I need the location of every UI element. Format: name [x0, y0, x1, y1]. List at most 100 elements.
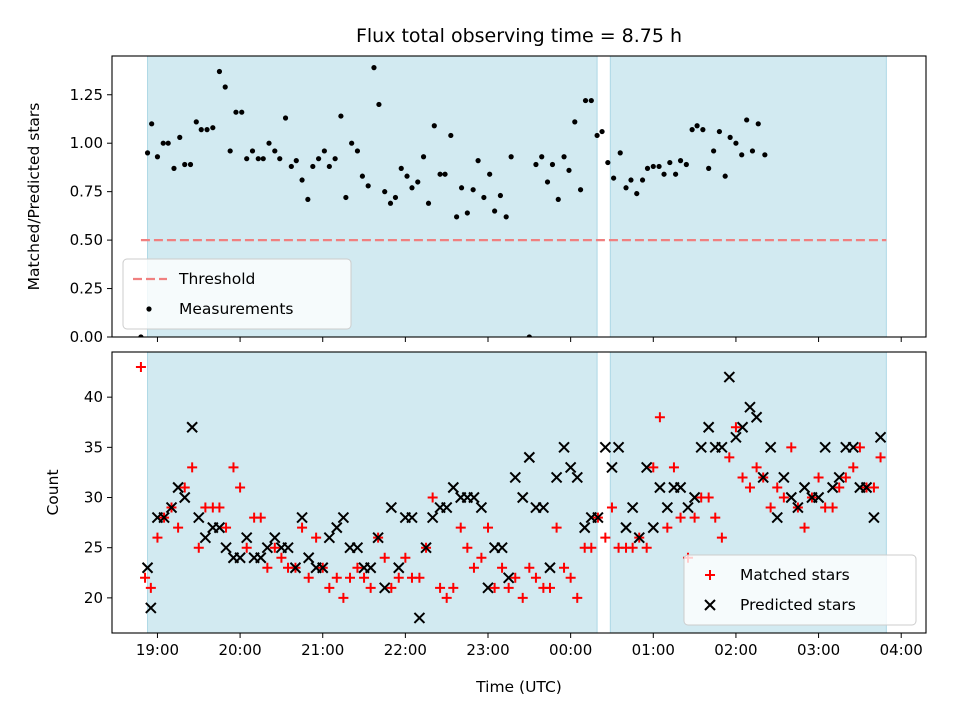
- x-tick-label: 03:00: [797, 641, 840, 659]
- predicted-stars-point: [833, 471, 845, 484]
- measurement-point: [343, 194, 349, 201]
- predicted-stars-point: [558, 441, 570, 454]
- measurement-point: [594, 132, 600, 139]
- matched-stars-point: [462, 542, 473, 553]
- predicted-stars-point: [379, 582, 391, 594]
- measurement-point: [497, 192, 504, 199]
- x-axis-label: Time (UTC): [475, 678, 562, 696]
- y-axis-label: Matched/Predicted stars: [25, 103, 43, 291]
- top-panel-ratio: 0.00 0.25 0.50 0.75 1.00 1.25 Matched/Predicte…: [25, 55, 927, 346]
- y-tick-label: 1.25: [70, 86, 103, 104]
- predicted-stars-point: [385, 501, 398, 514]
- measurement-point: [481, 194, 487, 201]
- matched-stars-point: [269, 542, 280, 553]
- measurement-point: [177, 134, 183, 140]
- matched-stars-point: [386, 582, 397, 593]
- measurement-point: [739, 152, 745, 158]
- predicted-stars-point: [537, 501, 550, 514]
- predicted-stars-point: [420, 541, 432, 554]
- matched-stars-point: [379, 552, 390, 563]
- predicted-stars-point: [158, 511, 170, 524]
- predicted-stars-point: [578, 521, 591, 534]
- measurement-point: [354, 148, 361, 154]
- measurement-point: [216, 68, 223, 75]
- matched-stars-point: [786, 442, 797, 453]
- measurement-point: [656, 163, 662, 170]
- legend-label: Measurements: [179, 300, 294, 318]
- measurement-point: [733, 140, 739, 146]
- y-tick-label: 0.00: [70, 328, 103, 346]
- measurement-point: [382, 189, 388, 195]
- predicted-stars-point: [475, 501, 488, 514]
- measurement-point: [667, 159, 673, 166]
- predicted-stars-point: [847, 441, 859, 454]
- measurement-point: [508, 154, 514, 160]
- predicted-stars-point: [406, 511, 418, 524]
- matched-stars-point: [765, 502, 776, 513]
- measurement-point: [722, 173, 728, 179]
- predicted-stars-point: [654, 481, 666, 494]
- measurement-point: [227, 148, 233, 154]
- matched-stars-point: [173, 522, 184, 533]
- predicted-stars-point: [331, 521, 343, 534]
- measurement-point: [503, 214, 509, 220]
- measurement-point: [420, 154, 427, 160]
- measurement-point: [700, 127, 706, 133]
- matched-stars-point: [338, 592, 349, 603]
- predicted-stars-point: [261, 541, 274, 554]
- measurement-point: [392, 194, 399, 201]
- measurement-point: [277, 156, 283, 162]
- matched-stars-point: [503, 582, 514, 593]
- measurement-point: [744, 117, 750, 123]
- measurement-point: [533, 161, 539, 168]
- legend-label: Matched stars: [740, 566, 850, 584]
- legend-box: [683, 554, 917, 626]
- measurement-point: [409, 185, 415, 191]
- measurement-point: [415, 179, 421, 185]
- predicted-stars-point: [393, 562, 405, 574]
- matched-stars-point: [654, 412, 665, 423]
- measurement-point: [623, 185, 629, 191]
- predicted-stars-point: [716, 441, 728, 454]
- matched-stars-point: [497, 562, 508, 573]
- measurement-point: [683, 161, 689, 168]
- measurement-point: [727, 134, 733, 140]
- matched-stars-point: [848, 462, 859, 473]
- measurement-point: [611, 175, 617, 181]
- predicted-stars-point: [757, 471, 769, 484]
- predicted-stars-point: [255, 552, 267, 564]
- measurement-point: [605, 159, 611, 166]
- matched-stars-point: [648, 462, 659, 473]
- predicted-stars-point: [364, 562, 377, 574]
- matched-stars-point: [689, 512, 700, 523]
- measurement-point: [561, 154, 567, 160]
- predicted-stars-point: [826, 481, 839, 494]
- predicted-stars-point: [785, 491, 798, 504]
- matched-stars-point: [530, 572, 541, 583]
- measurement-point: [244, 156, 250, 162]
- predicted-stars-point: [550, 471, 563, 484]
- measurement-point: [458, 185, 465, 191]
- measurement-point: [249, 148, 256, 154]
- matched-stars-point: [586, 542, 597, 553]
- matched-stars-point: [710, 512, 721, 523]
- measurement-point: [359, 173, 365, 179]
- legend-label: Threshold: [178, 270, 255, 288]
- predicted-stars-point: [544, 562, 556, 574]
- measurement-point: [555, 196, 561, 203]
- matched-stars-point: [559, 562, 570, 573]
- predicted-stars-point: [145, 602, 157, 614]
- measurement-point: [437, 171, 443, 177]
- measurement-point: [160, 140, 166, 146]
- matched-stars-point: [476, 552, 487, 563]
- measurement-point: [387, 200, 394, 206]
- measurement-point: [338, 113, 344, 119]
- matched-stars-point: [241, 542, 252, 553]
- predicted-stars-point: [440, 501, 453, 514]
- x-tick-label: 00:00: [549, 641, 592, 659]
- predicted-stars-point: [482, 582, 494, 594]
- measurement-point: [198, 127, 204, 133]
- measurement-point: [442, 171, 448, 177]
- predicted-stars-point: [792, 501, 804, 514]
- measurement-point: [398, 165, 404, 171]
